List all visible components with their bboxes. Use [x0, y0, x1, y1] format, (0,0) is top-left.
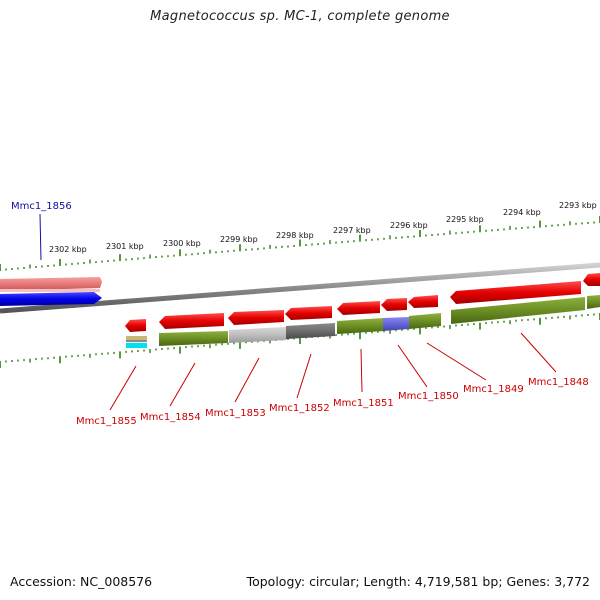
- feature-1854[interactable]: [159, 331, 228, 346]
- gene-feature-pink-highlight: [0, 289, 100, 292]
- kbp-label: 2295 kbp: [446, 215, 484, 224]
- gene-label-1853[interactable]: Mmc1_1853: [205, 408, 266, 419]
- leader-1853: [234, 357, 260, 403]
- feature-1855-c[interactable]: [126, 343, 147, 348]
- leader-1852: [296, 353, 312, 399]
- gene-feature-1848[interactable]: [450, 281, 581, 304]
- kbp-label: 2302 kbp: [49, 245, 87, 254]
- gene-feature-1851[interactable]: [337, 301, 380, 315]
- feature-1851[interactable]: [337, 318, 383, 334]
- leader-1850: [397, 344, 428, 388]
- leader-1854: [169, 362, 196, 407]
- gene-label-1854[interactable]: Mmc1_1854: [140, 412, 201, 423]
- feature-1850[interactable]: [383, 317, 409, 331]
- accession-info: Accession: NC_008576: [10, 574, 152, 589]
- feature-1853[interactable]: [229, 327, 286, 343]
- accession-value: NC_008576: [80, 574, 153, 589]
- feature-1855-a[interactable]: [126, 336, 147, 340]
- gene-label-1849[interactable]: Mmc1_1849: [463, 384, 524, 395]
- genome-summary: Topology: circular; Length: 4,719,581 bp…: [246, 574, 590, 589]
- gene-label-1850[interactable]: Mmc1_1850: [398, 391, 459, 402]
- upper-features: [0, 273, 600, 306]
- leader-1855: [109, 365, 137, 411]
- gene-feature-1853[interactable]: [228, 310, 284, 325]
- length-value: 4,719,581 bp: [414, 574, 499, 589]
- leader-1851: [360, 348, 363, 393]
- gene-feature-1849[interactable]: [408, 295, 438, 308]
- gene-label-1856[interactable]: Mmc1_1856: [11, 201, 72, 212]
- gene-feature-pink[interactable]: [0, 277, 102, 291]
- upper-scale: [0, 216, 600, 271]
- lower-scale: [0, 313, 600, 368]
- length-label: Length:: [363, 574, 411, 589]
- gene-label-1855[interactable]: Mmc1_1855: [76, 416, 137, 427]
- page-title: Magnetococcus sp. MC-1, complete genome: [150, 9, 450, 24]
- cds-row: [125, 281, 581, 332]
- kbp-label: 2301 kbp: [106, 242, 144, 251]
- topology-label: Topology:: [246, 574, 306, 589]
- kbp-label: 2300 kbp: [163, 239, 201, 248]
- genes-label: Genes:: [506, 574, 551, 589]
- feature-right-edge[interactable]: [587, 295, 600, 309]
- feature-1855-b[interactable]: [126, 340, 147, 342]
- leader-1849: [426, 342, 487, 381]
- genome-backbone: [0, 262, 600, 314]
- leader-lines: [39, 213, 557, 411]
- feature-1849[interactable]: [409, 313, 441, 329]
- gene-feature-red-right[interactable]: [583, 273, 600, 286]
- gene-label-1848[interactable]: Mmc1_1848: [528, 377, 589, 388]
- gene-feature-1854[interactable]: [159, 313, 224, 329]
- feature-row: [126, 295, 600, 348]
- genes-value: 3,772: [554, 574, 590, 589]
- kbp-labels: 2302 kbp 2301 kbp 2300 kbp 2299 kbp 2298…: [49, 201, 597, 254]
- gene-labels: Mmc1_1856 Mmc1_1855 Mmc1_1854 Mmc1_1853 …: [11, 201, 589, 427]
- accession-label: Accession:: [10, 574, 77, 589]
- gene-feature-1855[interactable]: [125, 319, 146, 332]
- gene-label-1852[interactable]: Mmc1_1852: [269, 403, 330, 414]
- kbp-label: 2294 kbp: [503, 208, 541, 217]
- feature-1852[interactable]: [286, 323, 335, 339]
- gene-feature-blue[interactable]: [0, 292, 102, 306]
- gene-feature-1852[interactable]: [285, 306, 332, 320]
- topology-value: circular: [309, 574, 356, 589]
- kbp-label: 2293 kbp: [559, 201, 597, 210]
- leader-1856: [39, 213, 42, 261]
- feature-1848[interactable]: [451, 297, 585, 324]
- kbp-label: 2297 kbp: [333, 226, 371, 235]
- kbp-label: 2296 kbp: [390, 221, 428, 230]
- gene-feature-1850[interactable]: [381, 298, 407, 311]
- leader-1848: [520, 332, 557, 373]
- gene-label-1851[interactable]: Mmc1_1851: [333, 398, 394, 409]
- kbp-label: 2299 kbp: [220, 235, 258, 244]
- kbp-label: 2298 kbp: [276, 231, 314, 240]
